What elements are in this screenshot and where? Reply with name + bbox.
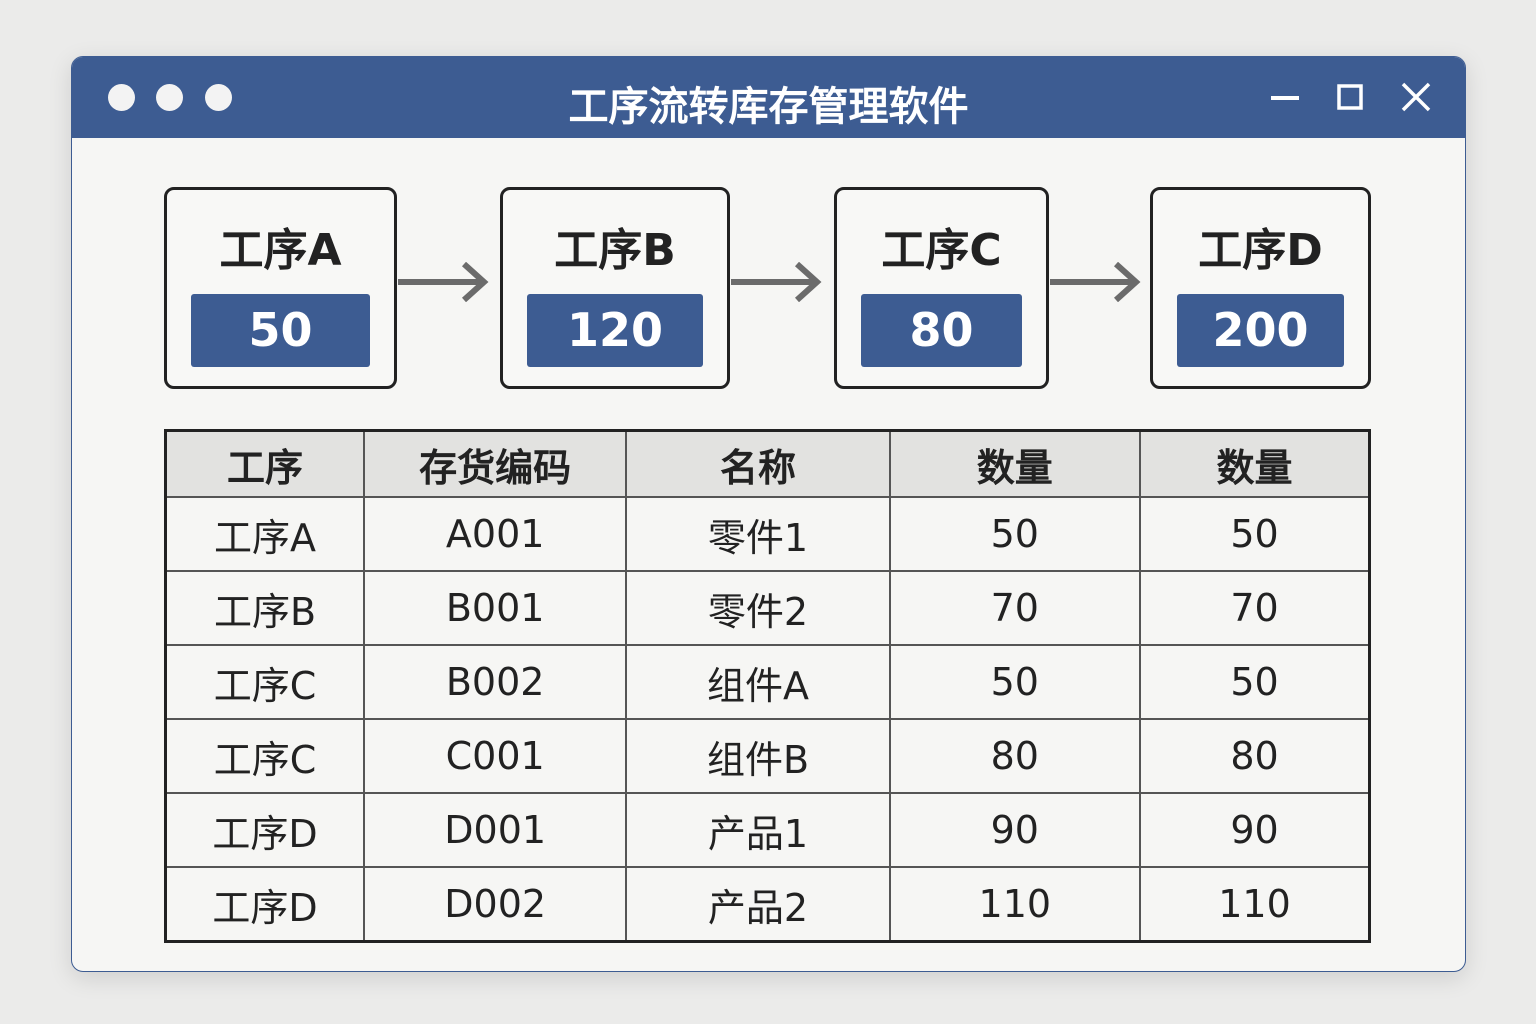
column-header[interactable]: 名称 <box>625 429 891 498</box>
window-title: 工序流转库存管理软件 <box>568 84 969 130</box>
table-cell: B002 <box>362 644 628 720</box>
step-name: 工序A <box>219 225 342 276</box>
maximize-icon[interactable] <box>1330 77 1370 117</box>
table-cell: 80 <box>1139 718 1371 794</box>
table-cell: 工序B <box>164 570 365 646</box>
table-cell: 90 <box>1139 792 1371 868</box>
table-row[interactable]: 工序A A001 零件1 50 50 <box>164 496 1371 572</box>
table-cell: 工序A <box>164 496 365 572</box>
window-dot-3[interactable] <box>205 84 232 111</box>
table-cell: 产品1 <box>625 792 891 868</box>
table-cell: 工序C <box>164 644 365 720</box>
table-cell: B001 <box>362 570 628 646</box>
table-cell: A001 <box>362 496 628 572</box>
table-cell: 70 <box>1139 570 1371 646</box>
minimize-icon[interactable] <box>1265 77 1305 117</box>
table-cell: 组件B <box>625 718 891 794</box>
table-cell: 50 <box>888 496 1142 572</box>
step-value: 120 <box>527 294 703 367</box>
table-cell: 组件A <box>625 644 891 720</box>
window-dot-2[interactable] <box>156 84 183 111</box>
table-cell: 工序D <box>164 792 365 868</box>
table-cell: 零件1 <box>625 496 891 572</box>
process-step-a[interactable]: 工序A 50 <box>164 187 397 389</box>
table-cell: 50 <box>1139 496 1371 572</box>
title-bar: 工序流转库存管理软件 <box>72 57 1465 138</box>
table-row[interactable]: 工序D D001 产品1 90 90 <box>164 792 1371 868</box>
table-cell: D002 <box>362 866 628 943</box>
arrow-right-icon <box>398 262 489 302</box>
table-cell: 90 <box>888 792 1142 868</box>
process-step-b[interactable]: 工序B 120 <box>500 187 730 389</box>
table-cell: C001 <box>362 718 628 794</box>
close-icon[interactable] <box>1396 77 1436 117</box>
step-name: 工序C <box>881 225 1002 276</box>
step-value: 200 <box>1177 294 1344 367</box>
table-cell: 产品2 <box>625 866 891 943</box>
column-header[interactable]: 存货编码 <box>362 429 628 498</box>
table-cell: 70 <box>888 570 1142 646</box>
table-row[interactable]: 工序D D002 产品2 110 110 <box>164 866 1371 943</box>
arrow-right-icon <box>731 262 822 302</box>
window-dot-1[interactable] <box>108 84 135 111</box>
column-header[interactable]: 数量 <box>888 429 1142 498</box>
inventory-table: 工序 存货编码 名称 数量 数量 工序A A001 零件1 50 50 工序B B001 零件2 70 7… <box>164 429 1371 943</box>
process-step-d[interactable]: 工序D 200 <box>1150 187 1371 389</box>
table-row[interactable]: 工序B B001 零件2 70 70 <box>164 570 1371 646</box>
table-cell: 110 <box>1139 866 1371 943</box>
table-cell: 工序D <box>164 866 365 943</box>
table-cell: 工序C <box>164 718 365 794</box>
table-cell: 110 <box>888 866 1142 943</box>
table-cell: 50 <box>1139 644 1371 720</box>
column-header[interactable]: 工序 <box>164 429 365 498</box>
table-cell: 50 <box>888 644 1142 720</box>
step-name: 工序D <box>1198 225 1323 276</box>
column-header[interactable]: 数量 <box>1139 429 1371 498</box>
step-value: 80 <box>861 294 1022 367</box>
process-step-c[interactable]: 工序C 80 <box>834 187 1049 389</box>
table-row[interactable]: 工序C C001 组件B 80 80 <box>164 718 1371 794</box>
arrow-right-icon <box>1050 262 1141 302</box>
table-cell: 80 <box>888 718 1142 794</box>
step-name: 工序B <box>554 225 676 276</box>
table-cell: D001 <box>362 792 628 868</box>
app-window: 工序流转库存管理软件 工序A 50 工序B 120 工序C 80 工序D 200 工序存… <box>71 56 1466 972</box>
table-row[interactable]: 工序C B002 组件A 50 50 <box>164 644 1371 720</box>
step-value: 50 <box>191 294 370 367</box>
table-header-row: 工序 存货编码 名称 数量 数量 <box>164 429 1371 498</box>
table-cell: 零件2 <box>625 570 891 646</box>
